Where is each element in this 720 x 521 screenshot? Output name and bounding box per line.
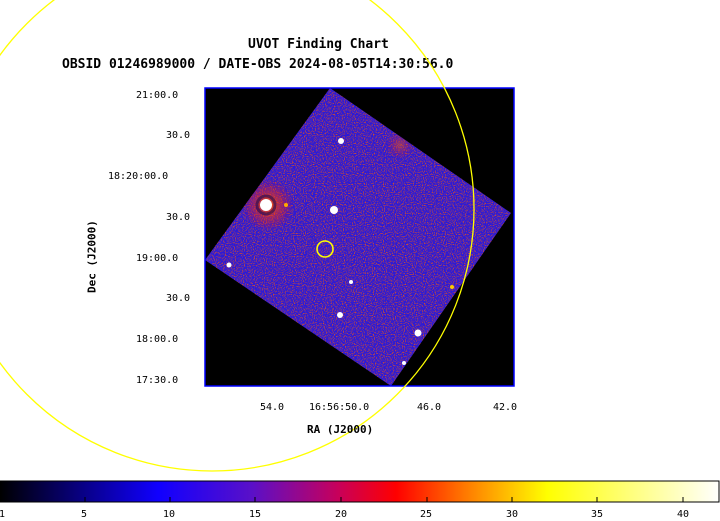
x-tick-label: 54.0 — [260, 402, 285, 413]
star-sources — [226, 138, 454, 365]
colorbar-tick-label: 40 — [677, 509, 690, 520]
colorbar-tick-label: 10 — [163, 509, 176, 520]
colorbar-tick-label: 25 — [420, 509, 433, 520]
x-tick-label: 16:56:50.0 — [309, 402, 370, 413]
target-marker-circle — [316, 240, 334, 258]
x-axis-label: RA (J2000) — [307, 423, 374, 436]
chart-title: UVOT Finding Chart — [248, 37, 389, 52]
image-frame — [204, 87, 515, 387]
y-tick-label: 18:00.0 — [136, 334, 179, 345]
y-tick-label: 30.0 — [166, 212, 191, 223]
colorbar — [0, 480, 720, 503]
y-tick-label: 30.0 — [166, 130, 191, 141]
y-axis-label: Dec (J2000) — [85, 220, 99, 293]
y-tick-label: 19:00.0 — [136, 253, 179, 264]
y-tick-label: 30.0 — [166, 293, 191, 304]
x-tick-label: 42.0 — [493, 402, 518, 413]
y-tick-label: 18:20:00.0 — [108, 171, 169, 182]
colorbar-tick-label: 35 — [591, 509, 604, 520]
error-circle-large — [0, 0, 475, 472]
y-tick-label: 21:00.0 — [136, 90, 179, 101]
chart-subtitle: OBSID 01246989000 / DATE-OBS 2024-08-05T… — [62, 57, 454, 72]
colorbar-tick-label: 20 — [335, 509, 348, 520]
colorbar-tick-label: 30 — [506, 509, 519, 520]
colorbar-tick-label: 1 — [0, 509, 6, 520]
colorbar-tick-label: 5 — [81, 509, 88, 520]
x-tick-label: 46.0 — [417, 402, 442, 413]
colorbar-tick-label: 15 — [249, 509, 262, 520]
y-tick-label: 17:30.0 — [136, 375, 179, 386]
